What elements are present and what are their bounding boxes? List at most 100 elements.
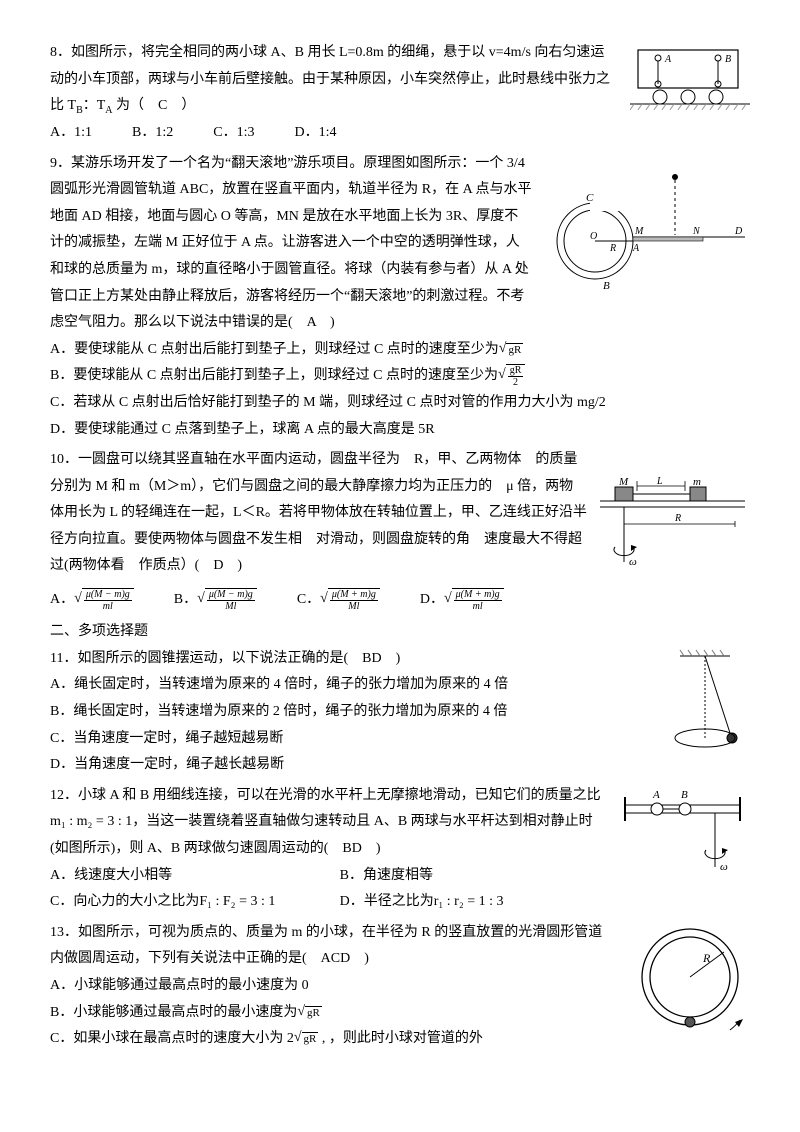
svg-text:R: R <box>674 513 681 524</box>
q13c-sqrt: gR <box>302 1032 319 1046</box>
q9-opt-a-sqrt: gR <box>506 343 523 357</box>
svg-text:m: m <box>693 477 701 488</box>
q9-optb-den: 2 <box>508 377 524 388</box>
q8-opt-c: C．1:3 <box>213 120 254 147</box>
q13-body: 13．如图所示，可视为质点的、质量为 m 的小球，在半径为 R 的竖直放置的光滑… <box>50 920 610 973</box>
q8-body: 8．如图所示，将完全相同的两小球 A、B 用长 L=0.8m 的细绳，悬于以 v… <box>50 40 610 120</box>
q12-opt-a: A．线速度大小相等 <box>50 863 340 890</box>
svg-text:O: O <box>590 231 597 242</box>
q8-options: A．1:1 B．1:2 C．1:3 D．1:4 <box>50 120 622 147</box>
q12d-f: r₁ : r₂ = 1 : 3 <box>434 894 504 909</box>
section-2-title: 二、多项选择题 <box>50 619 750 646</box>
svg-text:A: A <box>664 54 672 65</box>
svg-text:B: B <box>725 54 731 65</box>
q12d-pre: D．半径之比为 <box>340 894 434 909</box>
q10-opt-a: A．√μ(M − m)gml <box>50 587 134 614</box>
q10-options: A．√μ(M − m)gml B．√μ(M − m)gMl C．√μ(M + m… <box>50 587 750 614</box>
q11-opt-d: D．当角速度一定时，绳子越长越易断 <box>50 752 750 779</box>
figure-q13: R <box>635 922 750 1048</box>
q10a-num: μ(M − m)g <box>84 589 132 601</box>
q8-text2: 为（ C ） <box>113 98 196 113</box>
q12c-pre: C．向心力的大小之比为 <box>50 894 199 909</box>
problem-12: A B ω 12．小球 A 和 B 用细线连接，可以在光滑的水平杆上无摩擦地滑动… <box>50 783 750 916</box>
q9-opt-d: D．要使球能通过 C 点落到垫子上，球离 A 点的最大高度是 5R <box>50 417 750 444</box>
q12-options: A．线速度大小相等 B．角速度相等 C．向心力的大小之比为F₁ : F₂ = 3… <box>50 863 607 916</box>
q10c-den: Ml <box>330 601 378 612</box>
q12-opt-d: D．半径之比为r₁ : r₂ = 1 : 3 <box>340 889 607 916</box>
q13c-pre: C．如果小球在最高点时的速度大小为 2 <box>50 1031 294 1046</box>
q10-text: 一圆盘可以绕其竖直轴在水平面内运动，圆盘半径为 R，甲、乙两物体 的质量分别为 … <box>50 452 587 573</box>
q11-opt-b: B．绳长固定时，当转速增为原来的 2 倍时，绳子的张力增加为原来的 4 倍 <box>50 699 750 726</box>
svg-text:A: A <box>652 789 660 801</box>
q12-num: 12． <box>50 788 78 803</box>
q13c-post: , ，则此时小球对管道的外 <box>318 1031 483 1046</box>
q8-opt-a: A．1:1 <box>50 120 92 147</box>
figure-q9: C O R B M N D A <box>540 169 750 310</box>
figure-q10: M m L R ω <box>595 477 750 583</box>
q9-opt-a: A．要使球能从 C 点射出后能打到垫子上，则球经过 C 点时的速度至少为√gR <box>50 337 750 364</box>
q10-num: 10． <box>50 452 78 467</box>
q9-text1: 某游乐场开发了一个名为“翻天滚地”游乐项目。原理图如图所示：一个 3/4 圆弧形… <box>50 156 531 331</box>
svg-text:C: C <box>586 192 594 204</box>
q10d-num: μ(M + m)g <box>454 589 502 601</box>
problem-13: R 13．如图所示，可视为质点的、质量为 m 的小球，在半径为 R 的竖直放置的… <box>50 920 750 1053</box>
svg-text:N: N <box>692 226 701 237</box>
q13-num: 13． <box>50 925 78 940</box>
svg-text:ω: ω <box>720 861 728 873</box>
q10c-num: μ(M + m)g <box>330 589 378 601</box>
q10-opd-pre: D． <box>420 592 444 607</box>
q11-opt-c: C．当角速度一定时，绳子越短越易断 <box>50 726 750 753</box>
q10-opa-pre: A． <box>50 592 74 607</box>
q10d-den: ml <box>454 601 502 612</box>
q9-opt-a-text: A．要使球能从 C 点射出后能打到垫子上，则球经过 C 点时的速度至少为 <box>50 342 499 357</box>
q8-opt-d: D．1:4 <box>294 120 336 147</box>
q10a-den: ml <box>84 601 132 612</box>
svg-text:A: A <box>632 243 640 254</box>
svg-text:D: D <box>734 226 743 237</box>
figure-q11 <box>660 648 750 774</box>
q8-opt-b: B．1:2 <box>132 120 173 147</box>
q8-tbta: ：T <box>83 98 106 113</box>
q12-opt-c: C．向心力的大小之比为F₁ : F₂ = 3 : 1 <box>50 889 340 916</box>
q10b-num: μ(M − m)g <box>207 589 255 601</box>
q11-opt-a: A．绳长固定时，当转速增为原来的 4 倍时，绳子的张力增加为原来的 4 倍 <box>50 672 750 699</box>
svg-text:R: R <box>702 951 711 965</box>
problem-11: 11．如图所示的圆锥摆运动，以下说法正确的是( BD ) A．绳长固定时，当转速… <box>50 646 750 779</box>
svg-text:M: M <box>634 226 644 237</box>
q10-opt-b: B．√μ(M − m)gMl <box>174 587 257 614</box>
q10-opt-c: C．√μ(M + m)gMl <box>297 587 380 614</box>
q9-optb-num: gR <box>508 365 524 377</box>
problem-10: M m L R ω 10．一圆盘可以绕其竖直轴在水平面内运动，圆盘半径为 R，甲… <box>50 447 750 613</box>
q10-opc-pre: C． <box>297 592 320 607</box>
q9-opt-c: C．若球从 C 点射出后恰好能打到垫子的 M 端，则球经过 C 点时对管的作用力… <box>50 390 750 417</box>
q10b-den: Ml <box>207 601 255 612</box>
q12-text2: ，当这一装置绕着竖直轴做匀速转动且 A、B 两球与水平杆达到相对静止时(如图所示… <box>50 814 593 856</box>
q12-body: 12．小球 A 和 B 用细线连接，可以在光滑的水平杆上无摩擦地滑动，已知它们的… <box>50 783 610 863</box>
q12-text1: 小球 A 和 B 用细线连接，可以在光滑的水平杆上无摩擦地滑动，已知它们的质量之… <box>78 788 601 803</box>
q11-body: 11．如图所示的圆锥摆运动，以下说法正确的是( BD ) <box>50 646 640 673</box>
problem-9: C O R B M N D A 9．某游乐场开发了一个名为“翻天滚地”游乐项目。… <box>50 151 750 444</box>
q11-num: 11． <box>50 651 77 666</box>
svg-text:ω: ω <box>629 556 637 568</box>
svg-text:M: M <box>618 477 629 488</box>
q12-ratio1: m₁ : m₂ = 3 : 1 <box>50 814 132 829</box>
q8-num: 8． <box>50 45 71 60</box>
q13b-text: B．小球能够通过最高点时的最小速度为 <box>50 1005 297 1020</box>
q9-opt-b-text: B．要使球能从 C 点射出后能打到垫子上，则球经过 C 点时的速度至少为 <box>50 368 498 383</box>
q10-opb-pre: B． <box>174 592 197 607</box>
problem-8: A B 8．如图所示，将完全相同的两小球 A、B 用长 L=0.8m 的细绳，悬… <box>50 40 750 147</box>
q12-opt-b: B．角速度相等 <box>340 863 607 890</box>
svg-text:R: R <box>609 243 616 254</box>
q11-text: 如图所示的圆锥摆运动，以下说法正确的是( BD ) <box>77 651 400 666</box>
q9-opt-b: B．要使球能从 C 点射出后能打到垫子上，则球经过 C 点时的速度至少为√gR2 <box>50 363 750 390</box>
svg-text:L: L <box>656 477 663 487</box>
q9-num: 9． <box>50 156 71 171</box>
svg-text:B: B <box>681 789 688 801</box>
figure-q12: A B ω <box>615 785 750 891</box>
q13-text: 如图所示，可视为质点的、质量为 m 的小球，在半径为 R 的竖直放置的光滑圆形管… <box>50 925 602 967</box>
q12c-f: F₁ : F₂ = 3 : 1 <box>199 894 275 909</box>
q10-opt-d: D．√μ(M + m)gml <box>420 587 504 614</box>
svg-text:B: B <box>603 280 610 292</box>
figure-q8: A B <box>630 42 750 123</box>
q13b-sqrt: gR <box>305 1006 322 1020</box>
